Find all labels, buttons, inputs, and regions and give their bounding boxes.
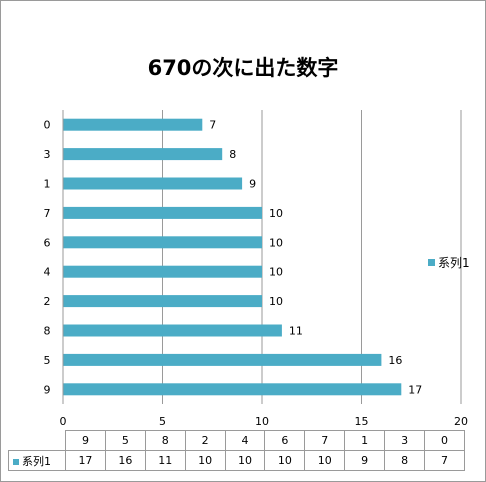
data-table-series-name: 系列1 [22, 454, 51, 468]
bar [63, 265, 262, 278]
data-label: 8 [229, 148, 236, 161]
data-label: 10 [269, 207, 283, 220]
data-label: 7 [209, 119, 216, 132]
data-table-value-cell: 9 [344, 450, 386, 471]
chart-title: 670の次に出た数字 [147, 56, 339, 80]
data-table-value-cell: 10 [184, 450, 226, 471]
bar [63, 324, 282, 337]
data-table-swatch [13, 458, 19, 465]
y-tick-label: 7 [44, 207, 51, 220]
data-label: 9 [249, 178, 256, 191]
y-tick-label: 9 [44, 383, 51, 396]
x-tick-label: 10 [255, 415, 269, 428]
bar [63, 295, 262, 308]
data-table-category-cell: 0 [424, 430, 465, 451]
y-tick-label: 6 [44, 236, 51, 249]
data-table-value-cell: 10 [304, 450, 346, 471]
bar [63, 118, 203, 131]
data-label: 10 [269, 295, 283, 308]
data-table-category-cell: 8 [144, 430, 186, 451]
y-tick-label: 1 [44, 178, 51, 191]
data-table-category-cell: 5 [104, 430, 146, 451]
data-table-category-cell: 9 [65, 430, 106, 451]
data-table-category-cell: 4 [224, 430, 266, 451]
y-tick-label: 5 [44, 354, 51, 367]
data-table-category-cell: 2 [184, 430, 226, 451]
legend: 系列1 [428, 254, 470, 271]
data-table-category-cell: 7 [304, 430, 346, 451]
data-table-category-cell: 3 [384, 430, 426, 451]
x-tick-label: 5 [159, 415, 166, 428]
bar [63, 148, 223, 161]
data-table-value-cell: 16 [104, 450, 146, 471]
data-table-value-cell: 17 [65, 450, 106, 471]
data-table-category-cell: 6 [264, 430, 306, 451]
y-tick-label: 3 [44, 148, 51, 161]
bar [63, 236, 262, 249]
data-table-value-cell: 11 [144, 450, 186, 471]
legend-label: 系列1 [438, 256, 470, 270]
legend-swatch [428, 259, 435, 266]
data-label: 11 [289, 325, 303, 338]
x-tick-label: 20 [454, 415, 468, 428]
data-table-value-cell: 8 [384, 450, 426, 471]
y-tick-label: 2 [44, 295, 51, 308]
data-label: 17 [408, 383, 422, 396]
x-tick-label: 0 [60, 415, 67, 428]
bar [63, 177, 243, 190]
y-tick-label: 0 [44, 119, 51, 132]
y-tick-label: 4 [44, 266, 51, 279]
x-tick-label: 15 [355, 415, 369, 428]
data-table-category-cell: 1 [344, 430, 386, 451]
data-table-value-cell: 10 [264, 450, 306, 471]
data-table-series-label: 系列1 [8, 450, 66, 471]
data-table-corner [8, 430, 66, 451]
data-table-value-row: 系列1 17 16 11 10 10 10 10 9 8 7 [8, 450, 465, 471]
bar [63, 353, 382, 366]
bar [63, 383, 402, 396]
bar [63, 206, 262, 219]
data-table-value-cell: 10 [224, 450, 266, 471]
data-label: 10 [269, 236, 283, 249]
data-label: 16 [388, 354, 402, 367]
y-tick-label: 8 [44, 325, 51, 338]
data-label: 10 [269, 266, 283, 279]
data-table-value-cell: 7 [424, 450, 465, 471]
